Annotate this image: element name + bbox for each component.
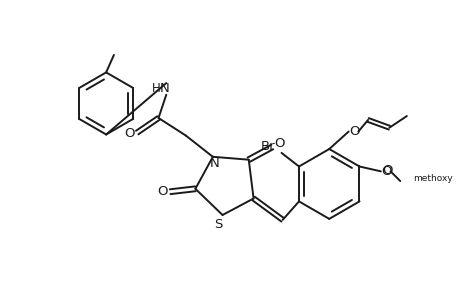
Text: H: H (152, 82, 161, 95)
Text: O: O (381, 165, 391, 178)
Text: O: O (274, 137, 285, 150)
Text: O: O (381, 164, 392, 177)
Text: methoxy: methoxy (412, 174, 452, 183)
Text: Br: Br (260, 140, 274, 153)
Text: O: O (124, 127, 134, 140)
Text: N: N (209, 157, 219, 170)
Text: S: S (214, 218, 222, 231)
Text: O: O (157, 185, 167, 198)
Text: O: O (348, 125, 359, 138)
Text: N: N (159, 82, 169, 95)
